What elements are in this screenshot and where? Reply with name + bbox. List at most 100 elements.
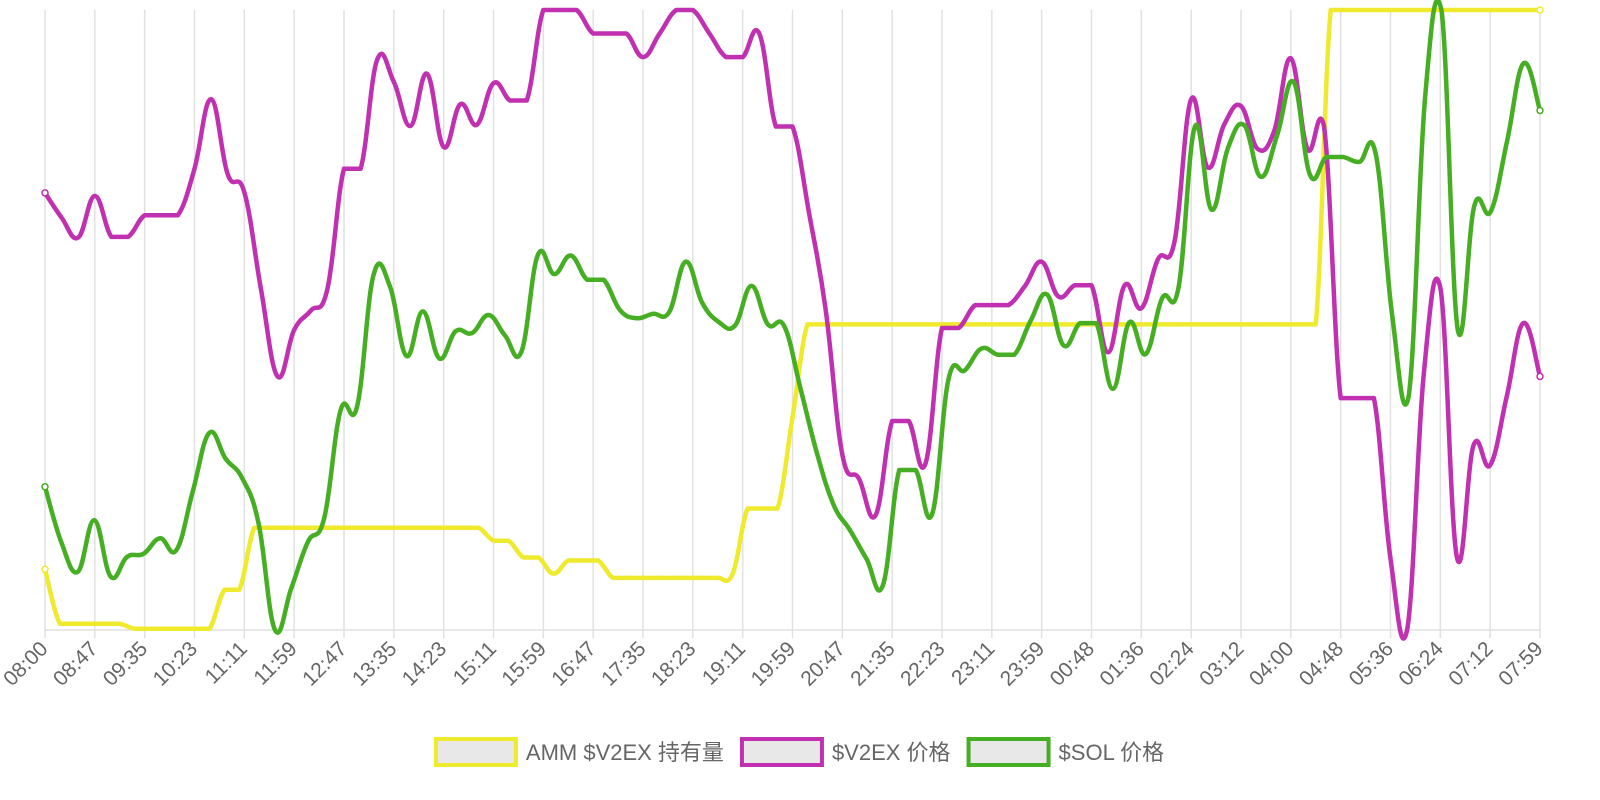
data-point[interactable] bbox=[1275, 133, 1280, 138]
data-point[interactable] bbox=[634, 316, 639, 321]
data-point[interactable] bbox=[655, 575, 660, 580]
data-point[interactable] bbox=[175, 213, 180, 218]
data-point[interactable] bbox=[1239, 322, 1243, 327]
data-point[interactable] bbox=[773, 124, 778, 129]
data-point[interactable] bbox=[930, 512, 935, 517]
data-point[interactable] bbox=[461, 525, 466, 530]
data-point[interactable] bbox=[1255, 146, 1260, 151]
data-point[interactable] bbox=[1045, 292, 1050, 297]
data-point[interactable] bbox=[223, 456, 228, 461]
data-point[interactable] bbox=[1039, 259, 1044, 264]
data-point[interactable] bbox=[256, 521, 261, 526]
data-point[interactable] bbox=[273, 628, 277, 632]
data-point[interactable] bbox=[338, 407, 343, 412]
data-point[interactable] bbox=[782, 324, 787, 329]
data-point[interactable] bbox=[973, 303, 978, 308]
data-point[interactable] bbox=[57, 621, 62, 626]
data-point[interactable] bbox=[242, 190, 247, 195]
data-point[interactable] bbox=[670, 575, 675, 580]
data-point[interactable] bbox=[391, 79, 396, 84]
data-point[interactable] bbox=[282, 525, 287, 530]
data-point[interactable] bbox=[895, 322, 900, 327]
data-point[interactable] bbox=[1523, 8, 1528, 12]
data-point[interactable] bbox=[956, 326, 961, 331]
data-point[interactable] bbox=[75, 569, 80, 574]
data-point[interactable] bbox=[835, 322, 840, 327]
data-point[interactable] bbox=[1358, 8, 1363, 12]
data-point[interactable] bbox=[1488, 463, 1493, 468]
data-point[interactable] bbox=[1463, 8, 1468, 12]
data-point[interactable] bbox=[458, 102, 463, 107]
data-point[interactable] bbox=[1258, 174, 1263, 179]
data-point[interactable] bbox=[87, 621, 92, 626]
data-point[interactable] bbox=[222, 587, 227, 592]
data-point[interactable] bbox=[880, 583, 885, 588]
data-point[interactable] bbox=[989, 303, 994, 308]
data-point[interactable] bbox=[995, 352, 1000, 357]
data-point[interactable] bbox=[1388, 8, 1393, 12]
data-point[interactable] bbox=[657, 31, 662, 36]
data-point[interactable] bbox=[1268, 322, 1273, 327]
data-point[interactable] bbox=[117, 621, 122, 626]
data-point[interactable] bbox=[823, 308, 828, 313]
data-point[interactable] bbox=[1205, 165, 1210, 170]
data-point[interactable] bbox=[327, 525, 332, 530]
data-point[interactable] bbox=[1455, 328, 1460, 333]
data-point[interactable] bbox=[342, 166, 346, 171]
data-point[interactable] bbox=[1388, 556, 1393, 561]
data-point[interactable] bbox=[1172, 239, 1177, 244]
data-point[interactable] bbox=[141, 551, 146, 556]
data-point[interactable] bbox=[470, 331, 475, 336]
data-point[interactable] bbox=[1089, 283, 1094, 288]
data-point[interactable] bbox=[355, 404, 360, 409]
data-point[interactable] bbox=[984, 322, 989, 327]
data-point[interactable] bbox=[865, 322, 870, 327]
data-point[interactable] bbox=[404, 353, 409, 358]
data-point[interactable] bbox=[685, 575, 690, 580]
legend-item-1[interactable]: AMM $V2EX 持有量 bbox=[433, 737, 724, 767]
data-point[interactable] bbox=[312, 525, 317, 530]
data-point[interactable] bbox=[237, 587, 242, 592]
data-point[interactable] bbox=[305, 539, 310, 544]
data-point[interactable] bbox=[641, 575, 645, 580]
data-point[interactable] bbox=[1322, 124, 1327, 129]
data-point[interactable] bbox=[159, 213, 164, 218]
data-point[interactable] bbox=[760, 506, 765, 511]
data-point[interactable] bbox=[1291, 79, 1296, 84]
data-point[interactable] bbox=[1224, 322, 1229, 327]
data-point[interactable] bbox=[897, 468, 902, 473]
data-point[interactable] bbox=[446, 525, 451, 530]
data-point[interactable] bbox=[730, 571, 735, 576]
data-point[interactable] bbox=[850, 322, 855, 327]
data-point[interactable] bbox=[596, 558, 601, 563]
data-point[interactable] bbox=[108, 574, 113, 579]
data-point[interactable] bbox=[401, 525, 406, 530]
data-point[interactable] bbox=[745, 506, 750, 511]
data-point[interactable] bbox=[618, 308, 622, 313]
data-point[interactable] bbox=[667, 309, 672, 314]
data-point[interactable] bbox=[1324, 154, 1329, 159]
data-point[interactable] bbox=[1478, 8, 1483, 12]
data-point[interactable] bbox=[1056, 294, 1061, 299]
data-point[interactable] bbox=[132, 626, 137, 631]
data-point[interactable] bbox=[192, 626, 197, 631]
data-point[interactable] bbox=[624, 31, 629, 36]
data-point[interactable] bbox=[864, 556, 869, 561]
data-point[interactable] bbox=[375, 57, 380, 62]
data-point[interactable] bbox=[749, 283, 754, 288]
data-point[interactable] bbox=[700, 300, 705, 305]
data-point[interactable] bbox=[1179, 322, 1184, 327]
data-point[interactable] bbox=[158, 536, 162, 541]
data-point[interactable] bbox=[873, 513, 878, 518]
data-point[interactable] bbox=[1406, 394, 1411, 399]
data-point[interactable] bbox=[356, 525, 361, 530]
data-point[interactable] bbox=[142, 213, 147, 218]
data-point[interactable] bbox=[519, 349, 524, 354]
data-point[interactable] bbox=[207, 430, 212, 435]
data-point[interactable] bbox=[798, 387, 803, 392]
data-point[interactable] bbox=[607, 31, 612, 36]
data-point[interactable] bbox=[552, 272, 557, 277]
data-point[interactable] bbox=[41, 565, 49, 573]
data-point[interactable] bbox=[1338, 396, 1343, 401]
legend-item-2[interactable]: $V2EX 价格 bbox=[739, 737, 951, 767]
